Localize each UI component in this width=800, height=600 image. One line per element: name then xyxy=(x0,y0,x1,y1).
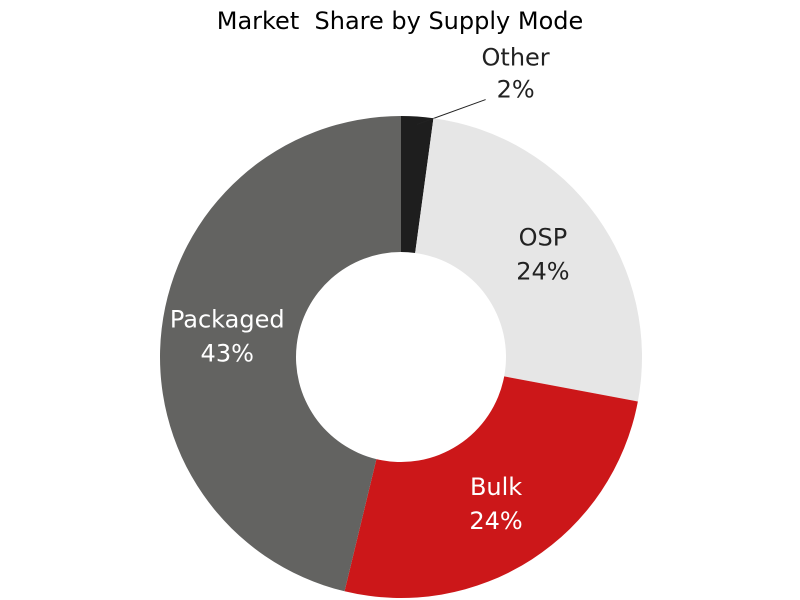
slice-value-label: 43% xyxy=(201,339,254,367)
donut-slice xyxy=(159,116,401,592)
slice-value-label: 24% xyxy=(469,507,522,535)
donut-slice xyxy=(415,118,642,402)
slice-label: Other xyxy=(482,44,550,72)
donut-slice xyxy=(401,116,434,253)
slice-label: Packaged xyxy=(170,305,285,333)
chart-title: Market Share by Supply Mode xyxy=(217,7,584,35)
slice-label: Bulk xyxy=(470,473,522,501)
slice-label: OSP xyxy=(519,224,568,252)
donut-slice xyxy=(344,376,638,598)
slice-value-label: 24% xyxy=(516,258,569,286)
slice-value-label: 2% xyxy=(497,76,535,104)
leader-line xyxy=(416,99,486,126)
